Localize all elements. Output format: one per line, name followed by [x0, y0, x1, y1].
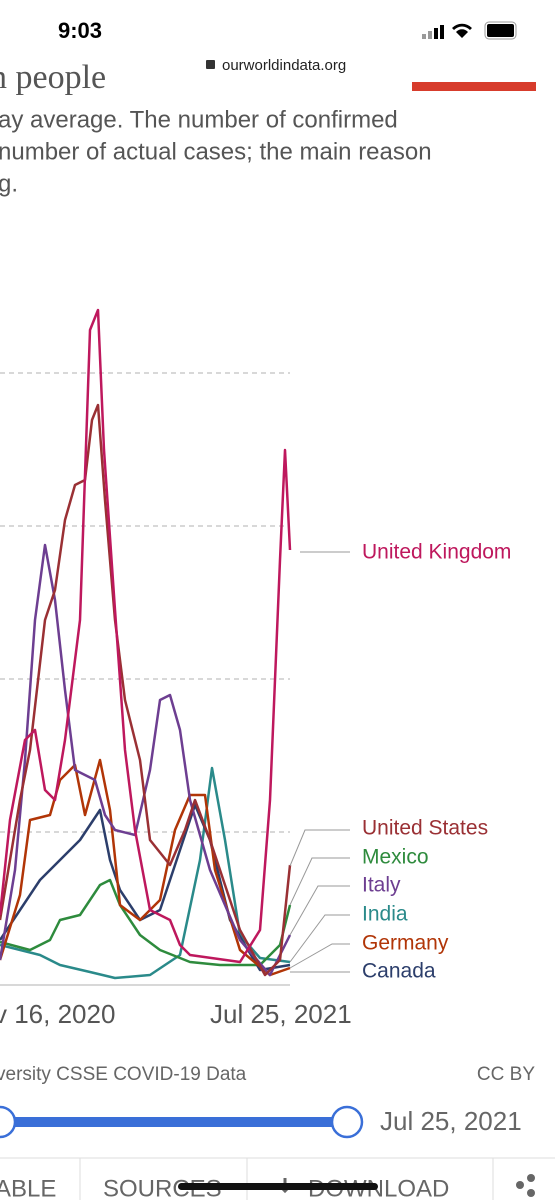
- share-icon[interactable]: [516, 1174, 535, 1197]
- x-label: v 16, 2020: [0, 999, 115, 1029]
- series-label: Mexico: [362, 846, 429, 869]
- slider-end-thumb[interactable]: [330, 1105, 364, 1139]
- gridlines: [0, 372, 290, 833]
- series-label: United States: [362, 817, 488, 840]
- series-label: India: [362, 903, 408, 926]
- chart-lines: [0, 308, 292, 980]
- series-label: Canada: [362, 960, 436, 983]
- description-line: g.: [0, 170, 18, 197]
- x-label: Jul 25, 2021: [210, 999, 352, 1029]
- license[interactable]: CC BY: [477, 1064, 535, 1085]
- slider-start-thumb[interactable]: [0, 1105, 17, 1139]
- series-label: Germany: [362, 932, 449, 955]
- series-label: Italy: [362, 874, 401, 897]
- url[interactable]: ourworldindata.org: [222, 57, 346, 74]
- home-indicator: [178, 1183, 378, 1190]
- status-icons: [422, 21, 517, 40]
- description-line: ay average. The number of confirmed: [0, 106, 398, 133]
- series-label: United Kingdom: [362, 541, 511, 564]
- title-fragment: n people: [0, 59, 106, 96]
- description-line: number of actual cases; the main reason: [0, 138, 432, 165]
- red-tab: [412, 82, 536, 91]
- slider-track: [0, 1117, 347, 1127]
- status-time: 9:03: [58, 18, 102, 43]
- label-connectors: [289, 551, 350, 973]
- source: versity CSSE COVID-19 Data: [0, 1064, 247, 1085]
- tab-borders: [0, 1157, 555, 1200]
- lock-icon: [206, 60, 215, 69]
- slider-end-label: Jul 25, 2021: [380, 1106, 522, 1136]
- tab[interactable]: ABLE: [0, 1175, 56, 1200]
